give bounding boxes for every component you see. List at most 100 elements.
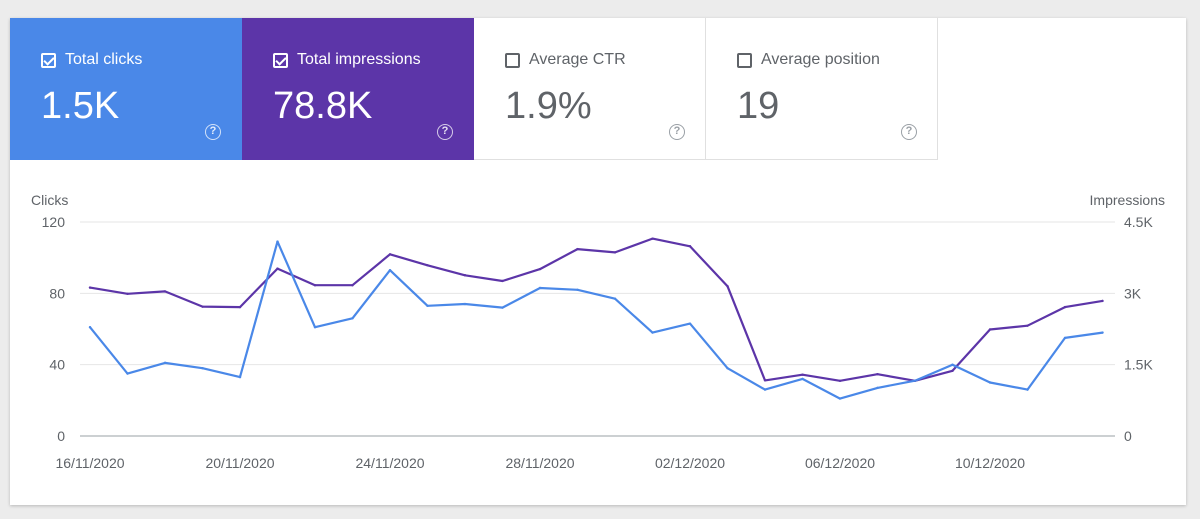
help-icon[interactable]: ? [437, 124, 453, 140]
left-tick-label: 80 [49, 285, 65, 301]
data-point [1101, 331, 1104, 334]
data-point [313, 326, 317, 329]
data-point [276, 240, 279, 243]
data-point [726, 367, 729, 370]
help-icon[interactable]: ? [205, 124, 221, 140]
help-icon[interactable]: ? [901, 124, 917, 140]
data-point [163, 290, 167, 293]
data-point [1026, 388, 1029, 391]
metric-label: Average position [761, 51, 880, 68]
data-point [688, 245, 692, 248]
data-point [463, 274, 467, 277]
data-point [388, 253, 392, 256]
left-axis-title: Clicks [31, 192, 68, 208]
data-point [276, 267, 279, 270]
right-tick-label: 1.5K [1124, 357, 1153, 373]
data-point [426, 264, 429, 267]
data-point [238, 305, 242, 309]
data-point [763, 379, 767, 382]
checkbox-unchecked-icon[interactable] [505, 52, 520, 68]
data-point [838, 379, 842, 383]
data-point [876, 372, 879, 376]
x-tick-label: 06/12/2020 [805, 455, 875, 471]
data-point [426, 304, 429, 308]
data-point [951, 363, 954, 366]
data-point [201, 305, 204, 308]
metric-average-ctr[interactable]: Average CTR 1.9% ? [474, 18, 706, 160]
x-tick-label: 16/11/2020 [55, 455, 124, 471]
metric-value: 1.9% [505, 85, 592, 127]
data-point [501, 306, 504, 309]
data-point [726, 285, 729, 288]
data-point [801, 373, 804, 376]
metric-header: Average CTR [505, 51, 626, 69]
data-point [351, 317, 354, 320]
right-tick-label: 4.5K [1124, 214, 1153, 230]
data-point [88, 286, 92, 289]
data-point [988, 328, 992, 331]
left-tick-label: 120 [42, 214, 66, 230]
data-point [763, 388, 767, 391]
data-point [613, 297, 617, 300]
right-tick-label: 0 [1124, 428, 1132, 444]
x-tick-label: 28/11/2020 [505, 455, 574, 471]
data-point [538, 267, 542, 271]
chart-points [88, 237, 1104, 400]
metric-total-impressions[interactable]: Total impressions 78.8K ? [242, 18, 474, 160]
data-point [576, 247, 579, 251]
data-point [876, 386, 879, 390]
chart-gridlines [80, 221, 1115, 437]
data-point [126, 292, 129, 296]
checkbox-checked-icon[interactable] [273, 52, 288, 68]
data-point [501, 279, 504, 283]
x-tick-label: 02/12/2020 [655, 455, 725, 471]
series-line-total-clicks [88, 240, 1104, 400]
x-tick-label: 20/11/2020 [205, 455, 274, 471]
metric-value: 1.5K [41, 85, 120, 127]
metric-label: Average CTR [529, 51, 626, 68]
data-point [613, 251, 617, 254]
data-point [1063, 336, 1067, 340]
metric-header: Total impressions [273, 51, 421, 69]
checkbox-checked-icon[interactable] [41, 52, 56, 68]
data-point [238, 375, 242, 379]
data-point [651, 331, 654, 334]
data-point [313, 284, 317, 287]
metric-label: Total clicks [65, 51, 143, 68]
checkbox-unchecked-icon[interactable] [737, 52, 752, 68]
right-axis-title: Impressions [1090, 192, 1165, 208]
data-point [951, 369, 954, 373]
left-tick-label: 40 [49, 357, 65, 373]
data-point [351, 284, 354, 287]
data-point [163, 361, 167, 365]
data-point [651, 237, 654, 240]
data-point [126, 372, 129, 375]
data-point [538, 286, 542, 290]
data-point [801, 377, 804, 381]
data-point [688, 322, 692, 325]
data-point [838, 397, 842, 400]
series-line-total-impressions [88, 237, 1104, 382]
data-point [988, 381, 992, 384]
help-icon[interactable]: ? [669, 124, 685, 140]
metric-total-clicks[interactable]: Total clicks 1.5K ? [10, 18, 242, 160]
data-point [463, 302, 467, 306]
data-point [201, 367, 204, 370]
data-point [1026, 324, 1029, 327]
metric-header: Average position [737, 51, 880, 69]
chart-series [88, 237, 1104, 400]
data-point [88, 326, 92, 329]
x-tick-label: 10/12/2020 [955, 455, 1025, 471]
chart-axes: 0 0 40 1.5K 80 3K 120 4.5K Clicks Impressions 16/1… [31, 192, 1165, 471]
left-tick-label: 0 [57, 428, 65, 444]
right-tick-label: 3K [1124, 285, 1142, 301]
performance-card: Total clicks 1.5K ? Total impressions 78… [10, 18, 1186, 505]
x-tick-label: 24/11/2020 [355, 455, 424, 471]
performance-chart: 0 0 40 1.5K 80 3K 120 4.5K Clicks Impressions 16/1… [31, 192, 1165, 471]
metric-value: 78.8K [273, 85, 373, 127]
data-point [913, 379, 917, 382]
data-point [1101, 299, 1104, 303]
metric-label: Total impressions [297, 51, 421, 68]
data-point [388, 268, 392, 272]
metric-average-position[interactable]: Average position 19 ? [706, 18, 938, 160]
